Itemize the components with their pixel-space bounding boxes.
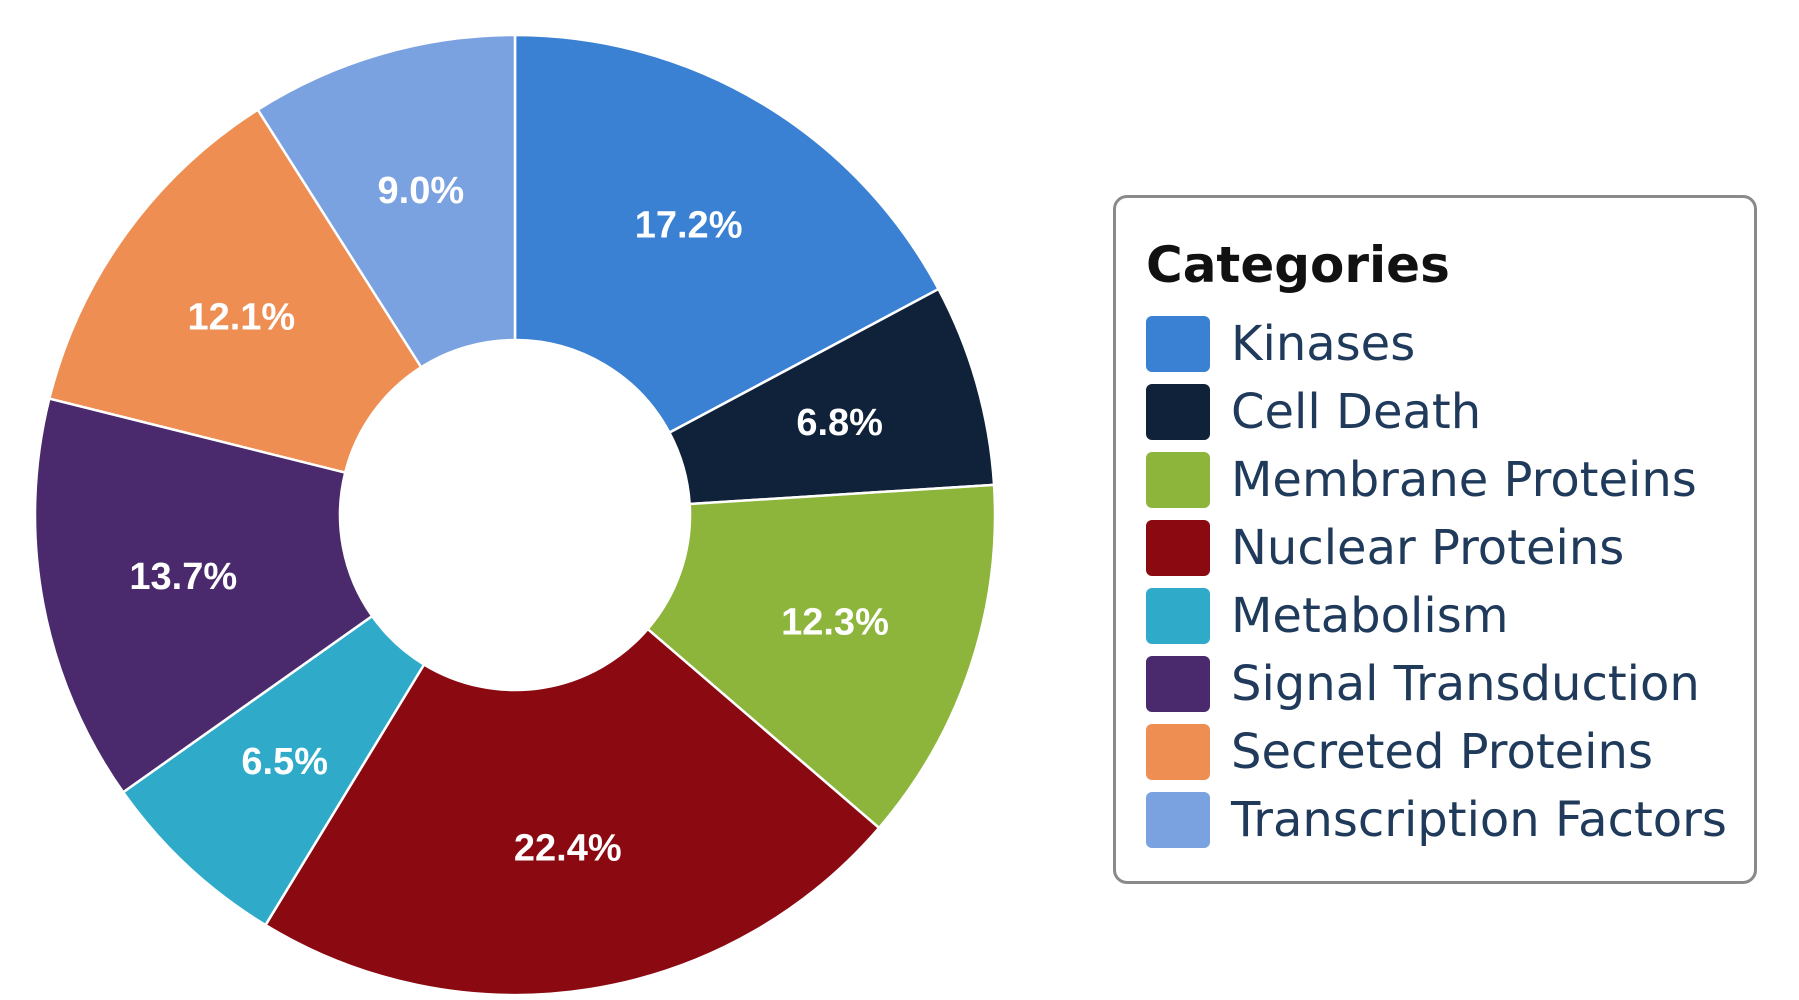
legend-item-metabolism: Metabolism (1146, 582, 1754, 650)
slice-label-signal-transduction: 13.7% (129, 556, 237, 598)
slice-secreted-proteins (48, 108, 423, 474)
slice-label-membrane-proteins: 12.3% (781, 601, 889, 643)
donut-slice-labels: 17.2% 6.8% 12.3% 22.4% 6.5% 13.7% 12.1% 9.0% (129, 170, 888, 869)
legend-title: Categories (1146, 236, 1450, 294)
legend-label: Secreted Proteins (1231, 724, 1653, 780)
legend-swatch (1146, 656, 1210, 712)
slice-kinases (513, 33, 940, 434)
legend-label: Transcription Factors (1231, 792, 1727, 848)
slice-label-nuclear-proteins: 22.4% (514, 827, 622, 869)
slice-label-transcription-factors: 9.0% (378, 170, 465, 212)
slice-membrane-proteins (646, 483, 997, 830)
legend-swatch (1146, 520, 1210, 576)
legend-item-nuclear-proteins: Nuclear Proteins (1146, 514, 1754, 582)
legend-item-signal-transduction: Signal Transduction (1146, 650, 1754, 718)
legend-swatch (1146, 452, 1210, 508)
legend-label: Metabolism (1231, 588, 1509, 644)
legend-label: Nuclear Proteins (1231, 520, 1625, 576)
slice-cell-death (668, 287, 996, 506)
slice-signal-transduction (33, 397, 374, 794)
legend-swatch (1146, 316, 1210, 372)
donut-chart: 17.2% 6.8% 12.3% 22.4% 6.5% 13.7% 12.1% 9.0% (33, 33, 997, 997)
slice-transcription-factors (256, 33, 517, 369)
slice-nuclear-proteins (264, 627, 881, 997)
legend-swatch (1146, 792, 1210, 848)
slice-label-metabolism: 6.5% (241, 741, 328, 783)
donut-slices (33, 33, 997, 997)
legend-label: Signal Transduction (1231, 656, 1700, 712)
legend-item-cell-death: Cell Death (1146, 378, 1754, 446)
legend-label: Membrane Proteins (1231, 452, 1697, 508)
legend-item-transcription-factors: Transcription Factors (1146, 786, 1754, 854)
legend: Categories Kinases Cell Death Membrane Pro… (1113, 195, 1757, 884)
legend-swatch (1146, 384, 1210, 440)
legend-items: Kinases Cell Death Membrane Proteins Nuclea… (1146, 310, 1754, 854)
slice-label-cell-death: 6.8% (796, 402, 883, 444)
legend-item-secreted-proteins: Secreted Proteins (1146, 718, 1754, 786)
legend-label: Kinases (1231, 316, 1416, 372)
legend-item-kinases: Kinases (1146, 310, 1754, 378)
legend-swatch (1146, 588, 1210, 644)
slice-label-kinases: 17.2% (635, 205, 743, 247)
slice-label-secreted-proteins: 12.1% (187, 296, 295, 338)
legend-item-membrane-proteins: Membrane Proteins (1146, 446, 1754, 514)
legend-label: Cell Death (1231, 384, 1482, 440)
legend-swatch (1146, 724, 1210, 780)
